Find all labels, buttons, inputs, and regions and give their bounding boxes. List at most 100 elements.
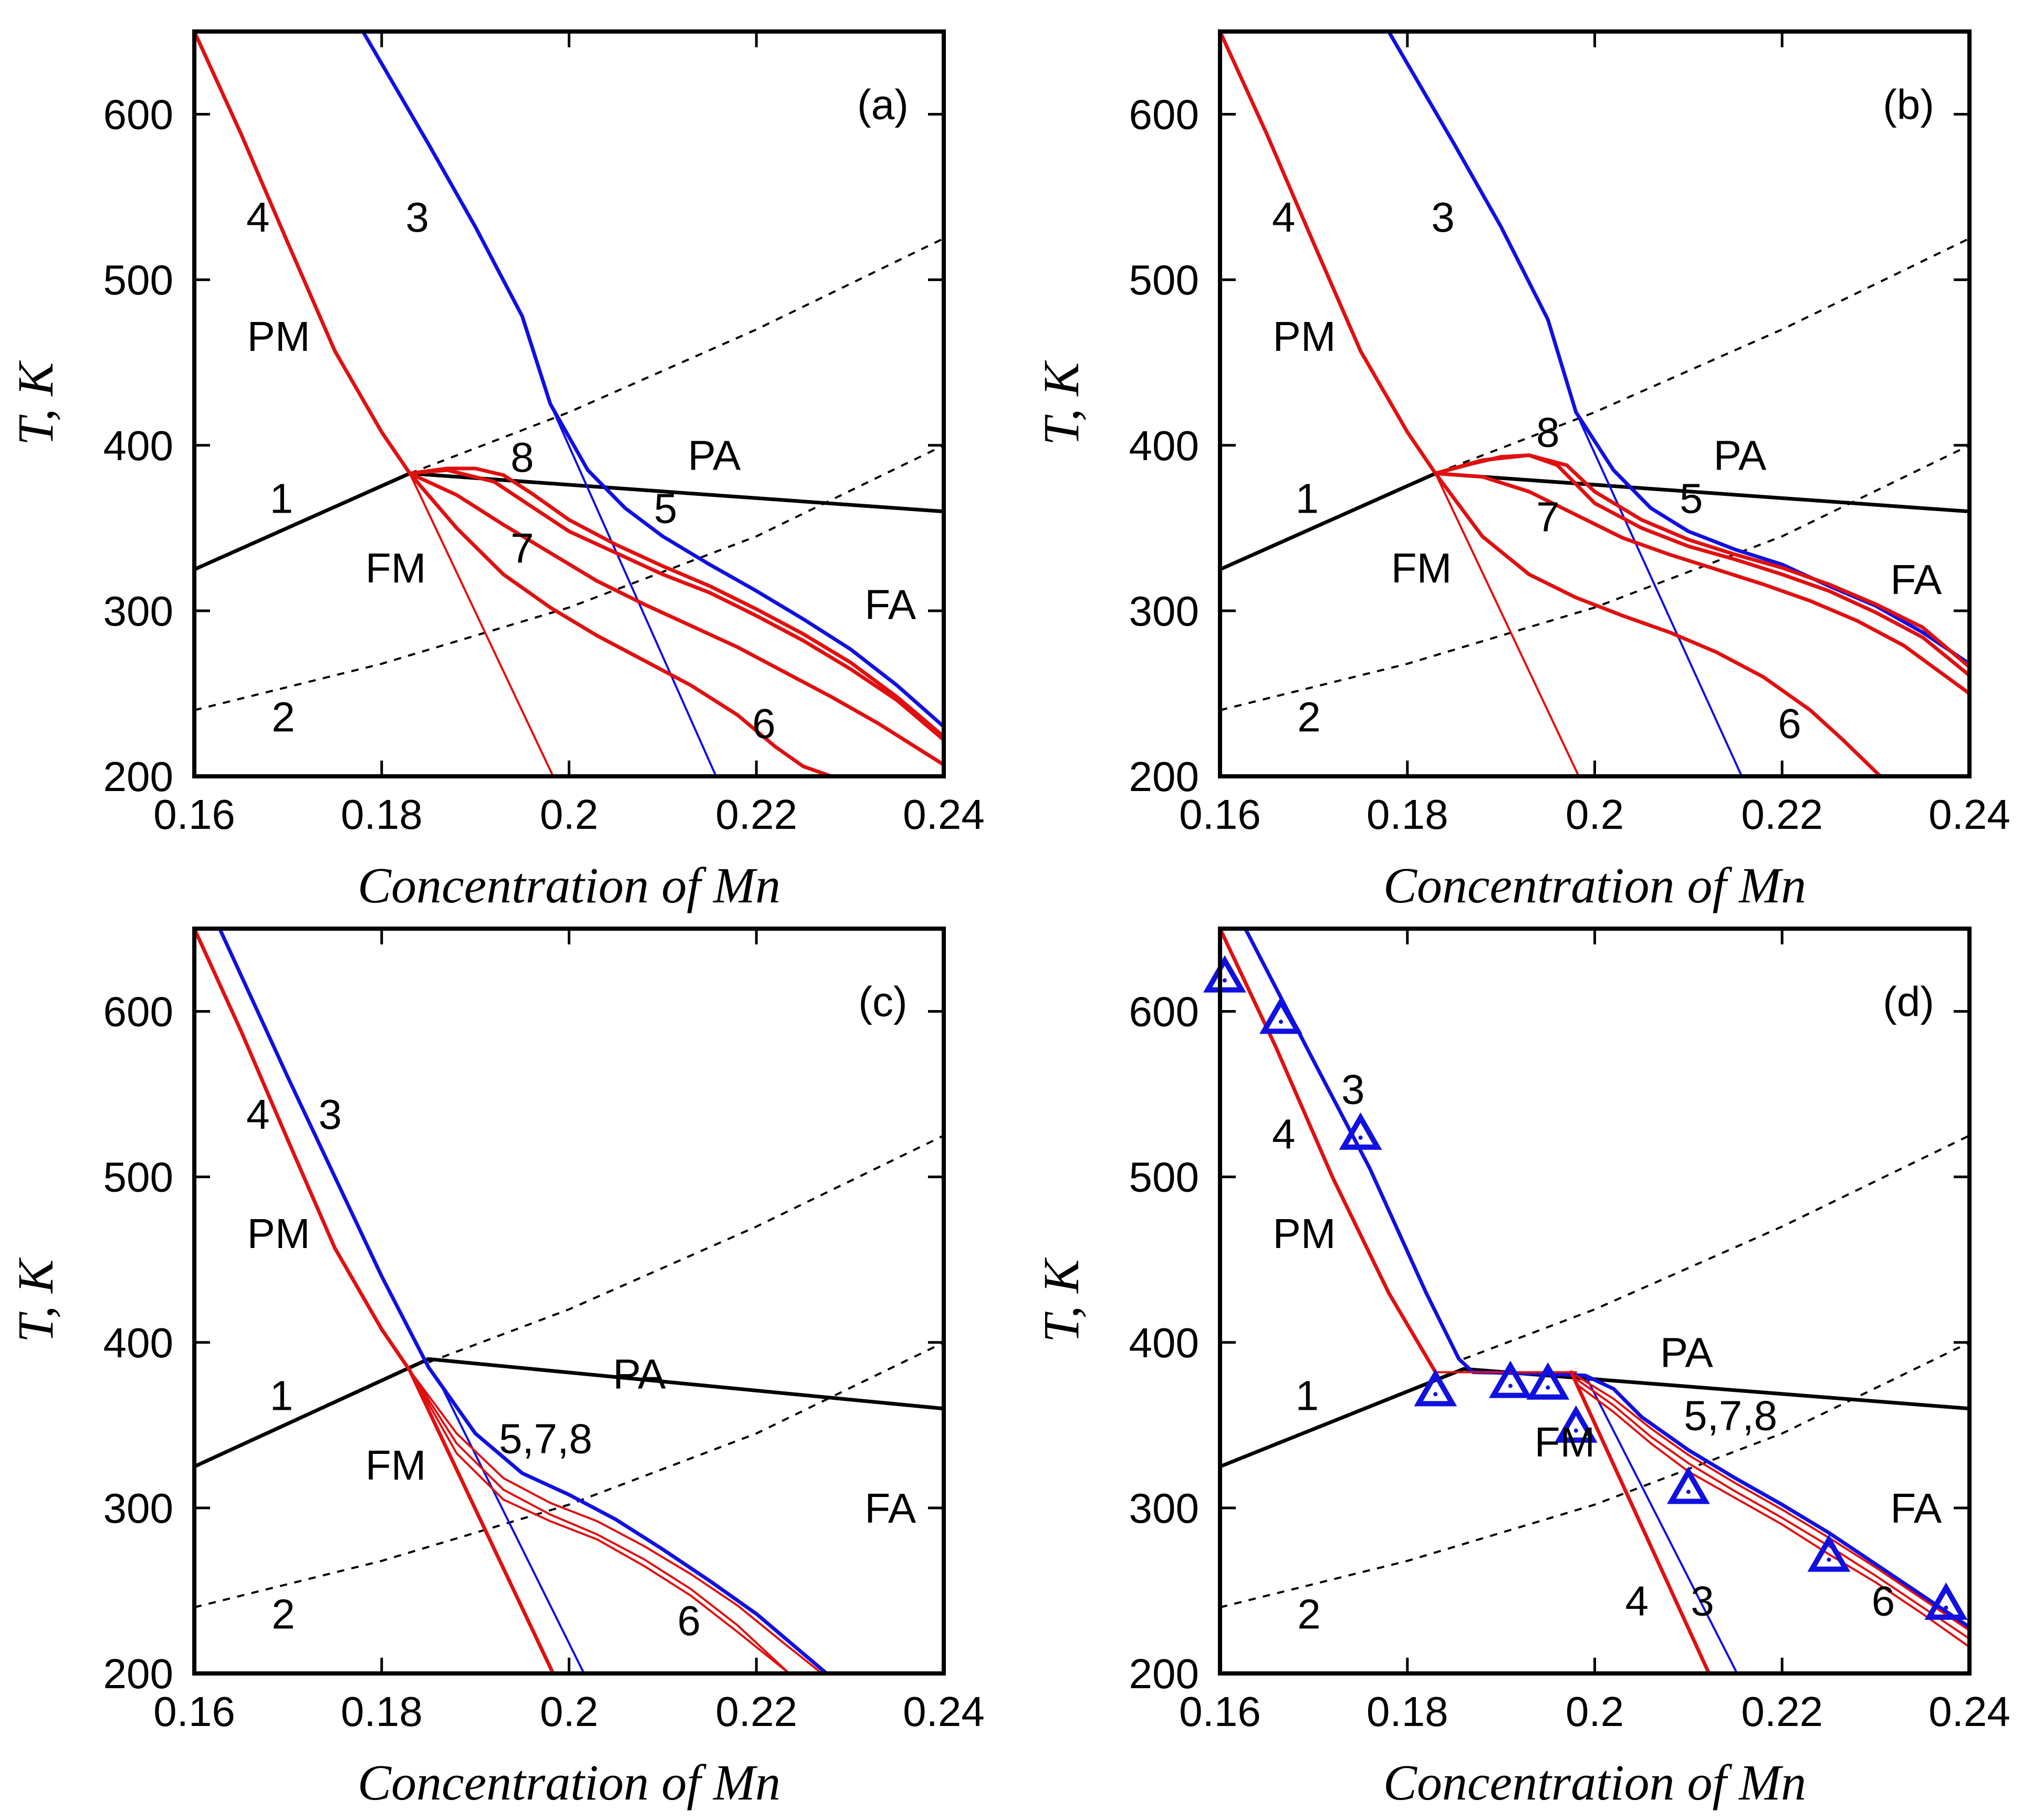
panel-label: (b) [1883,81,1934,128]
region-label: FA [1890,1485,1942,1532]
region-label: 8 [1536,409,1560,456]
y-tick-label: 300 [1129,1485,1199,1532]
x-tick-label: 0.22 [1741,791,1823,838]
curve-3-extension [436,1378,585,1673]
region-label: 5,7,8 [1684,1392,1777,1439]
region-label: 6 [1872,1577,1895,1624]
curve-3 [361,32,944,729]
panel-1: 0.16 0.18 0.2 0.22 0.24 200 300 400 500 600 (a) 4 3 P… [7,29,985,913]
data-point-center [1546,1385,1550,1390]
region-label: 4 [1272,1111,1296,1158]
panel-label: (c) [858,979,907,1025]
curve-5 [408,468,944,742]
region-label: 3 [318,1091,342,1138]
x-tick-label: 0.2 [540,791,598,838]
curve-3-extension [1584,1374,1738,1673]
region-label: 5 [654,485,677,532]
region-label: 2 [1297,694,1321,741]
x-tick-label: 0.22 [715,791,797,838]
region-label: FA [1890,556,1942,603]
x-tick-label: 0.18 [341,1688,423,1735]
region-label: 2 [1297,1591,1321,1638]
region-label: 6 [1778,700,1801,747]
curve-2 [194,1341,944,1608]
curves [1220,32,1969,776]
data-point-center [1573,1428,1578,1433]
curve-1 [1220,1367,1969,1469]
region-label: 3 [405,194,429,241]
data-point-triangle [1924,1582,1968,1620]
region-label: PA [688,432,741,479]
curve-8 [408,466,944,739]
region-label: 5 [1680,475,1703,522]
panel-label: (a) [857,81,909,128]
curve-1 [194,1357,944,1469]
region-label: 6 [677,1597,701,1644]
experimental-points [1203,955,1968,1620]
x-tick-label: 0.22 [1741,1688,1823,1735]
y-axis-title: T, K [7,360,64,445]
curve-4-extension [1569,1370,1711,1673]
y-tick-label: 500 [1129,257,1199,304]
y-tick-label: 300 [103,1485,173,1532]
curve-3 [217,929,829,1673]
x-tick-label: 0.16 [153,791,235,838]
data-point-center [1433,1392,1438,1397]
region-label: FA [864,1485,916,1532]
y-tick-label: 600 [103,91,173,138]
x-tick-label: 0.16 [1179,791,1261,838]
y-tick-label: 400 [103,422,173,469]
y-tick-label: 200 [1129,753,1199,800]
y-tick-label: 200 [1129,1650,1199,1697]
x-tick-label: 0.2 [1566,791,1624,838]
x-tick-label: 0.2 [1566,1688,1624,1735]
curve-8 [1433,453,1969,678]
region-label: PA [1714,432,1767,479]
region-label: 3 [1341,1066,1365,1113]
curves [1220,929,1969,1673]
region-label: FM [1391,545,1452,591]
curve-3 [1243,929,1969,1629]
x-tick-label: 0.16 [1179,1688,1261,1735]
region-label: 6 [752,700,776,747]
region-label: PM [247,313,310,360]
curve-4-extension [409,472,555,776]
x-axis-title: Concentration of Mn [1383,1754,1806,1811]
plot-frame [192,29,946,778]
region-label: 1 [1296,1372,1319,1419]
region-label: PM [1273,1210,1336,1257]
y-tick-label: 400 [1129,422,1199,469]
x-tick-label: 0.24 [1928,1688,2010,1735]
region-label: FM [366,1442,426,1489]
region-label: 1 [1296,475,1319,522]
data-point-triangle [1807,1534,1851,1572]
region-label: 1 [270,475,294,522]
curve-6 [1433,471,1882,776]
region-label: PA [1660,1329,1713,1376]
curve-5-7-8 [409,1369,823,1673]
y-tick-label: 200 [103,1650,173,1697]
region-label: 4 [1272,194,1296,241]
curve-2 [1220,444,1969,711]
x-tick-label: 0.24 [903,1688,985,1735]
y-tick-label: 500 [1129,1154,1199,1201]
plot-frame [192,927,946,1676]
data-point-triangle [1339,1112,1382,1150]
curve-2-upper [428,1135,944,1364]
curve-2-upper [1435,237,1969,475]
x-axis-title: Concentration of Mn [358,1754,780,1811]
region-label: FM [1535,1419,1596,1465]
data-point-center [1278,1020,1283,1024]
data-point-triangle [1203,955,1246,993]
plot-frame [1218,29,1972,778]
curve-4 [1220,929,1437,1374]
data-point-triangle [1489,1360,1532,1398]
y-axis-title: T, K [1033,360,1089,445]
data-point-center [1222,978,1227,983]
region-label: 2 [272,694,295,741]
curve-7 [1433,471,1969,695]
region-label: 8 [510,434,534,481]
y-tick-label: 500 [103,1154,173,1201]
